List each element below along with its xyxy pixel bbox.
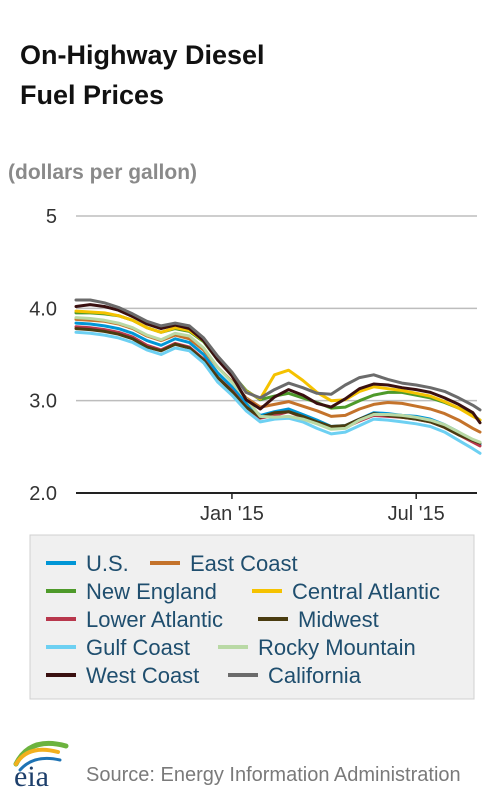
- y-tick-label: 5: [46, 206, 57, 228]
- x-tick-label: Jul '15: [388, 503, 445, 525]
- legend-label: Central Atlantic: [292, 579, 440, 604]
- legend: U.S. East Coast New England Central Atlanti…: [46, 551, 440, 688]
- source-note: Source: Energy Information Administratio…: [86, 764, 461, 786]
- series-line: [74, 316, 482, 444]
- legend-label: Gulf Coast: [86, 635, 190, 660]
- legend-label: California: [268, 663, 362, 688]
- series-line: [74, 303, 482, 425]
- eia-logo-text: eia: [14, 760, 49, 793]
- y-tick-label: 4.0: [29, 298, 57, 320]
- series-line: [74, 330, 482, 455]
- chart-title-line2: Fuel Prices: [20, 80, 164, 110]
- series-lines: [74, 298, 482, 455]
- y-tick-label: 2.0: [29, 483, 57, 505]
- series-line: [74, 298, 482, 412]
- series-line: [74, 309, 482, 422]
- legend-label: Lower Atlantic: [86, 607, 223, 632]
- legend-label: U.S.: [86, 551, 129, 576]
- legend-label: Midwest: [298, 607, 379, 632]
- y-tick-label: 3.0: [29, 391, 57, 413]
- y-gridlines: 5 4.0 3.0 2.0: [29, 206, 477, 505]
- eia-logo-arc-blue: [18, 756, 62, 772]
- x-axis: Jan '15 Jul '15: [76, 492, 477, 525]
- x-tick-label: Jan '15: [200, 503, 264, 525]
- units-label: (dollars per gallon): [8, 161, 197, 184]
- eia-logo: eia: [13, 740, 69, 793]
- chart-title-line1: On-Highway Diesel: [20, 40, 265, 70]
- legend-label: New England: [86, 579, 217, 604]
- series-line: [74, 327, 482, 445]
- legend-label: Rocky Mountain: [258, 635, 416, 660]
- legend-label: West Coast: [86, 663, 199, 688]
- legend-box: [29, 534, 475, 700]
- legend-label: East Coast: [190, 551, 298, 576]
- eia-logo-arc-yellow: [14, 747, 60, 766]
